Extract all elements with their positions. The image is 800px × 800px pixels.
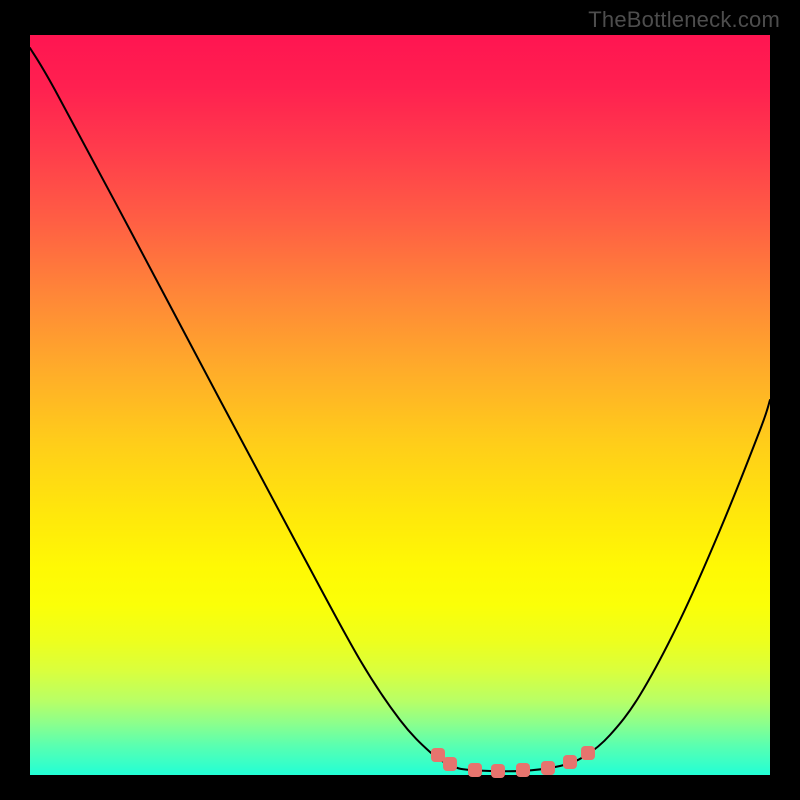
valley-marker — [516, 763, 530, 777]
valley-marker — [443, 757, 457, 771]
plot-background — [30, 35, 770, 775]
chart-frame: TheBottleneck.com — [0, 0, 800, 800]
plot-svg — [0, 0, 800, 800]
valley-marker — [581, 746, 595, 760]
valley-marker — [468, 763, 482, 777]
valley-marker — [491, 764, 505, 778]
valley-marker — [541, 761, 555, 775]
valley-marker — [431, 748, 445, 762]
valley-marker — [563, 755, 577, 769]
